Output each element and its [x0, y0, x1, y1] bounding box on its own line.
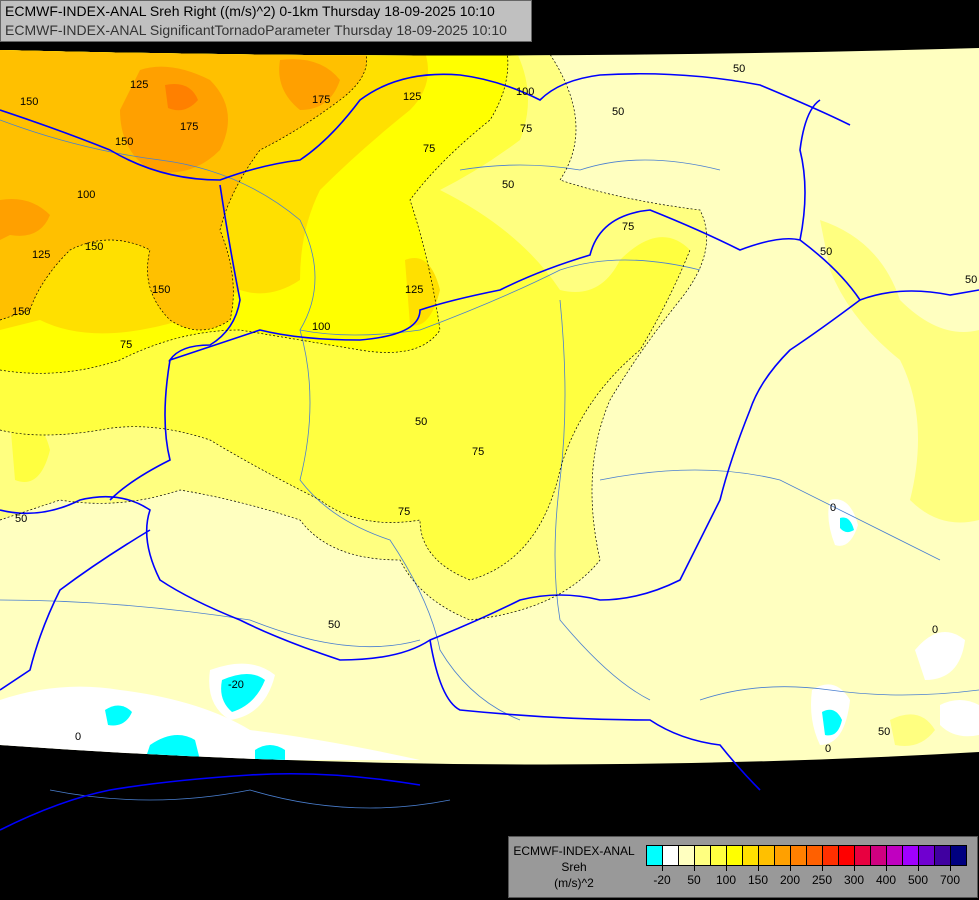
legend-swatch: [759, 846, 775, 865]
legend-swatch: [663, 846, 679, 865]
contour-label: 50: [502, 179, 514, 191]
legend-tick-mark: [950, 866, 951, 871]
contour-label: -20: [228, 679, 244, 691]
contour-label: 125: [405, 284, 423, 296]
legend-tick-mark: [758, 866, 759, 871]
contour-label: 125: [130, 79, 148, 91]
legend-swatch: [887, 846, 903, 865]
legend-tick-mark: [918, 866, 919, 871]
legend-swatch: [951, 846, 966, 865]
contour-value-labels: 150 125 175 175 125 100 75 50 50 150 100 125 150 150 1…: [12, 63, 977, 755]
legend-tick-mark: [822, 866, 823, 871]
title-box: ECMWF-INDEX-ANAL Sreh Right ((m/s)^2) 0-…: [0, 0, 532, 42]
contour-lines: [0, 39, 707, 621]
contour-label: 75: [398, 506, 410, 518]
rivers: [0, 119, 979, 809]
contour-label: 0: [830, 502, 836, 514]
contour-label: 150: [115, 136, 133, 148]
legend-swatch: [647, 846, 663, 865]
contour-label: 50: [15, 513, 27, 525]
legend-tick-label: 150: [747, 873, 769, 887]
contour-label: 75: [622, 221, 634, 233]
legend-tick-label: 500: [907, 873, 929, 887]
legend-swatch: [839, 846, 855, 865]
contour-label: 150: [20, 96, 38, 108]
legend-swatch: [919, 846, 935, 865]
legend-model: ECMWF-INDEX-ANAL: [513, 844, 635, 858]
contour-label: 150: [12, 306, 30, 318]
contour-label: 75: [520, 123, 532, 135]
contour-label: 175: [180, 121, 198, 133]
legend-tick-mark: [790, 866, 791, 871]
contour-label: 50: [733, 63, 745, 75]
legend-parameter: Sreh: [561, 860, 587, 874]
legend-tick-label: -20: [653, 873, 671, 887]
title-line-2: ECMWF-INDEX-ANAL SignificantTornadoParam…: [5, 22, 507, 38]
field-layer: [0, 48, 979, 765]
contour-label: 50: [328, 619, 340, 631]
legend-swatch: [711, 846, 727, 865]
legend-tick-label: 200: [779, 873, 801, 887]
legend-swatch: [743, 846, 759, 865]
legend-swatch: [807, 846, 823, 865]
legend-swatch: [903, 846, 919, 865]
contour-label: 100: [312, 321, 330, 333]
contour-label: 0: [825, 743, 831, 755]
legend-swatch: [871, 846, 887, 865]
contour-label: 125: [403, 91, 421, 103]
legend-tick-mark: [662, 866, 663, 871]
legend-swatch: [695, 846, 711, 865]
legend-swatches: [646, 845, 967, 866]
legend-unit: (m/s)^2: [554, 876, 594, 890]
legend-swatch: [791, 846, 807, 865]
contour-label: 50: [878, 726, 890, 738]
contour-label: 50: [820, 246, 832, 258]
legend-swatch: [935, 846, 951, 865]
legend-tick-label: 400: [875, 873, 897, 887]
contour-label: 100: [516, 86, 534, 98]
contour-label: 75: [472, 446, 484, 458]
legend-tick-label: 50: [687, 873, 701, 887]
contour-label: 0: [75, 731, 81, 743]
legend-swatch: [727, 846, 743, 865]
legend-swatch: [823, 846, 839, 865]
legend-text: ECMWF-INDEX-ANAL Sreh (m/s)^2: [509, 843, 639, 891]
title-line-1: ECMWF-INDEX-ANAL Sreh Right ((m/s)^2) 0-…: [5, 3, 495, 19]
contour-label: 50: [415, 416, 427, 428]
contour-label: 50: [965, 274, 977, 286]
contour-label: 0: [932, 624, 938, 636]
contour-label: 175: [312, 94, 330, 106]
legend-swatch: [679, 846, 695, 865]
legend-tick-mark: [854, 866, 855, 871]
legend-ticks: -20 50 100 150 200 250 300 400 500 700: [646, 866, 968, 894]
contour-label: 75: [120, 339, 132, 351]
legend-tick-mark: [886, 866, 887, 871]
legend-tick-label: 100: [715, 873, 737, 887]
legend-tick-mark: [726, 866, 727, 871]
legend-swatch: [775, 846, 791, 865]
legend-tick-label: 300: [843, 873, 865, 887]
contour-label: 150: [85, 241, 103, 253]
contour-label: 100: [77, 189, 95, 201]
legend-swatch: [855, 846, 871, 865]
legend-tick-mark: [694, 866, 695, 871]
country-borders: [0, 72, 979, 831]
legend-tick-label: 700: [939, 873, 961, 887]
legend-tick-label: 250: [811, 873, 833, 887]
contour-label: 75: [423, 143, 435, 155]
contour-label: 125: [32, 249, 50, 261]
contour-label: 50: [612, 106, 624, 118]
contour-label: 150: [152, 284, 170, 296]
color-legend: ECMWF-INDEX-ANAL Sreh (m/s)^2 -20 50 100 15…: [508, 836, 978, 898]
